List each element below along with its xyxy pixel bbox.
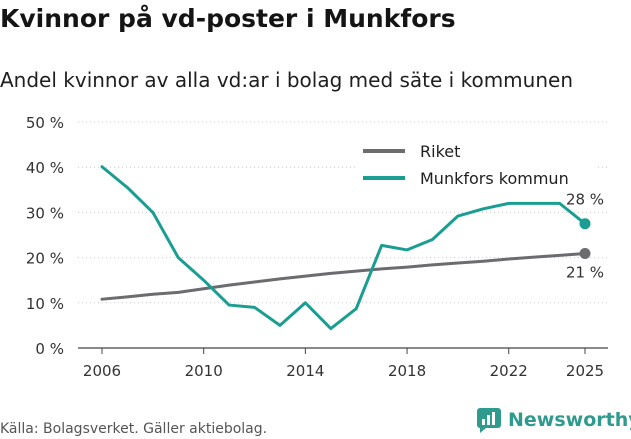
x-tick-label: 2018 [388, 362, 426, 380]
chart-subtitle: Andel kvinnor av alla vd:ar i bolag med … [0, 68, 573, 92]
y-tick-label: 10 % [26, 295, 64, 313]
end-point-munkfors [579, 218, 591, 230]
newsworthy-logo[interactable]: Newsworthy [476, 407, 631, 433]
x-tick-label: 2010 [185, 362, 223, 380]
line-chart: 0 % 10 % 20 % 30 % 40 % 50 % 2006 2010 2014 2018 2… [26, 114, 608, 380]
x-tick-label: 2006 [83, 362, 121, 380]
x-tick-label: 2014 [286, 362, 324, 380]
brand-label: Newsworthy [508, 409, 631, 431]
y-tick-label: 40 % [26, 159, 64, 177]
x-tick-label: 2022 [490, 362, 528, 380]
chart-title: Kvinnor på vd-poster i Munkfors [0, 4, 456, 33]
series-line-munkfors [100, 165, 587, 331]
end-point-riket [579, 248, 591, 260]
y-tick-label: 0 % [35, 340, 64, 358]
legend-label-munkfors: Munkfors kommun [420, 169, 569, 188]
end-label-riket: 21 % [566, 264, 604, 282]
newsworthy-icon [477, 408, 501, 433]
source-note: Källa: Bolagsverket. Gäller aktiebolag. [0, 421, 268, 437]
y-tick-label: 50 % [26, 114, 64, 132]
y-tick-label: 30 % [26, 204, 64, 222]
end-label-munkfors: 28 % [566, 191, 604, 209]
legend-label-riket: Riket [420, 142, 460, 161]
legend-background [355, 134, 595, 192]
series-line-riket [100, 252, 587, 301]
x-tick-label: 2025 [566, 362, 604, 380]
y-tick-label: 20 % [26, 250, 64, 268]
